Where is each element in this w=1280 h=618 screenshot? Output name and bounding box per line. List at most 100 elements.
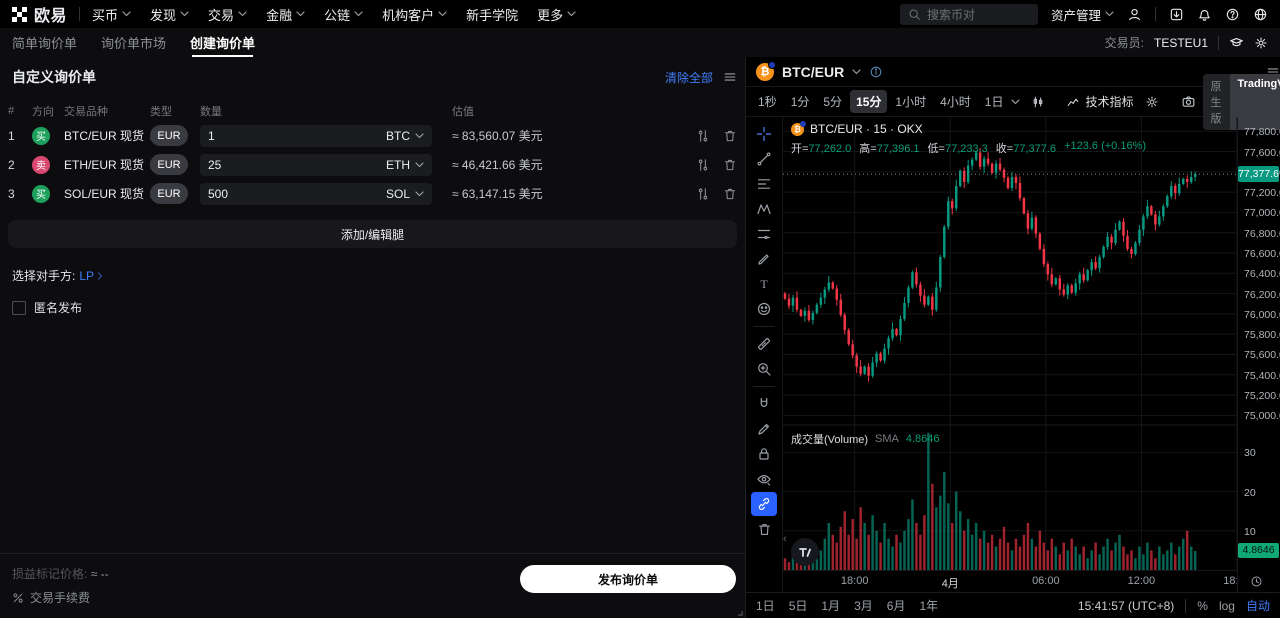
zoom-in-icon[interactable] bbox=[751, 357, 777, 381]
pair-selector[interactable]: BTC/EUR 现货 bbox=[64, 127, 154, 144]
counterparty-link[interactable]: LP bbox=[79, 269, 105, 283]
xabcd-pattern-icon[interactable] bbox=[751, 197, 777, 221]
quantity-input[interactable]: 25 ETH bbox=[200, 153, 432, 176]
range-tab-5日[interactable]: 5日 bbox=[788, 599, 808, 613]
timeframe-1小时[interactable]: 1小时 bbox=[895, 95, 927, 109]
menu-item-4[interactable]: 公链 bbox=[324, 5, 363, 24]
range-tab-3月[interactable]: 3月 bbox=[854, 599, 873, 613]
percent-scale-button[interactable]: % bbox=[1197, 598, 1208, 613]
mode-native[interactable]: 原生版 bbox=[1210, 80, 1222, 125]
okx-logo[interactable]: 欧易 bbox=[12, 2, 67, 26]
text-icon[interactable]: T bbox=[751, 272, 777, 296]
quantity-input[interactable]: 500 SOL bbox=[200, 182, 432, 205]
price-tick: 76,400.0 bbox=[1244, 268, 1280, 281]
fib-lines-icon[interactable] bbox=[751, 172, 777, 196]
gear-icon[interactable] bbox=[1254, 36, 1268, 50]
trading-fee-link[interactable]: 交易手续费 bbox=[12, 589, 109, 606]
brush-icon[interactable] bbox=[751, 247, 777, 271]
timeframe-4小时[interactable]: 4小时 bbox=[940, 95, 971, 109]
emoji-icon[interactable] bbox=[751, 297, 777, 321]
search-box[interactable]: 搜索币对 bbox=[899, 3, 1038, 25]
chevron-down-icon[interactable] bbox=[852, 68, 861, 75]
user-icon[interactable] bbox=[1127, 7, 1142, 22]
assets-menu[interactable]: 资产管理 bbox=[1051, 5, 1114, 24]
crosshair-icon[interactable] bbox=[751, 122, 777, 146]
help-icon[interactable] bbox=[1225, 7, 1240, 22]
magnet-icon[interactable] bbox=[751, 392, 777, 416]
camera-icon[interactable] bbox=[1176, 94, 1201, 109]
tab-2[interactable]: 创建询价单 bbox=[190, 28, 255, 57]
type-button[interactable]: EUR bbox=[150, 154, 188, 175]
quantity-currency-selector[interactable]: ETH bbox=[386, 158, 424, 172]
tab-0[interactable]: 简单询价单 bbox=[12, 36, 78, 51]
indicators-button[interactable]: 技术指标 bbox=[1062, 93, 1137, 110]
projection-icon[interactable] bbox=[751, 222, 777, 246]
menu-item-5[interactable]: 机构客户 bbox=[382, 5, 447, 24]
menu-item-0[interactable]: 买币 bbox=[92, 5, 131, 24]
chevron-down-icon bbox=[415, 190, 424, 197]
resize-corner-icon[interactable] bbox=[734, 607, 743, 616]
pair-selector[interactable]: ETH/EUR 现货 bbox=[64, 156, 154, 173]
link-icon[interactable] bbox=[751, 492, 777, 516]
swap-icon[interactable] bbox=[696, 129, 710, 143]
delete-leg-icon[interactable] bbox=[723, 129, 737, 143]
timeframe-1秒[interactable]: 1秒 bbox=[758, 95, 777, 109]
clock-icon[interactable] bbox=[1250, 575, 1263, 588]
chart-clock[interactable]: 15:41:57 (UTC+8) bbox=[1077, 598, 1175, 613]
quantity-currency-selector[interactable]: BTC bbox=[386, 129, 424, 143]
remove-drawings-icon[interactable] bbox=[751, 517, 777, 541]
scroll-left-icon[interactable]: ‹ bbox=[783, 533, 787, 545]
timeframe-15分[interactable]: 15分 bbox=[850, 90, 888, 113]
pair-selector[interactable]: SOL/EUR 现货 bbox=[64, 185, 154, 202]
delete-leg-icon[interactable] bbox=[723, 187, 737, 201]
bell-icon[interactable] bbox=[1197, 7, 1212, 22]
chevron-down-icon[interactable] bbox=[1011, 98, 1021, 105]
drawing-mode-icon[interactable] bbox=[751, 417, 777, 441]
menu-item-6[interactable]: 新手学院 bbox=[466, 7, 519, 23]
menu-item-1[interactable]: 发现 bbox=[150, 5, 189, 24]
instrument-name[interactable]: BTC/EUR bbox=[782, 63, 845, 80]
panel-menu-icon[interactable] bbox=[723, 70, 737, 84]
log-scale-button[interactable]: log bbox=[1218, 598, 1235, 613]
graduation-cap-icon[interactable] bbox=[1229, 35, 1244, 50]
menu-item-2[interactable]: 交易 bbox=[208, 5, 247, 24]
price-chart[interactable]: ₿ BTC/EUR · 15 · OKX 开=77,262.0 高=77,396.… bbox=[783, 117, 1237, 570]
trendline-icon[interactable] bbox=[751, 147, 777, 171]
quantity-input[interactable]: 1 BTC bbox=[200, 124, 432, 147]
clear-all-link[interactable]: 清除全部 bbox=[664, 70, 713, 85]
hide-all-icon[interactable] bbox=[751, 467, 777, 491]
tab-1[interactable]: 询价单市场 bbox=[101, 36, 167, 51]
add-edit-legs-button[interactable]: 添加/编辑腿 bbox=[8, 220, 737, 248]
delete-leg-icon[interactable] bbox=[723, 158, 737, 172]
type-button[interactable]: EUR bbox=[150, 125, 188, 146]
indicator-settings-icon[interactable] bbox=[1140, 95, 1164, 109]
anonymous-checkbox[interactable] bbox=[12, 300, 26, 315]
quantity-currency-selector[interactable]: SOL bbox=[386, 187, 424, 201]
range-tab-1月[interactable]: 1月 bbox=[821, 599, 841, 613]
chart-style-icon[interactable] bbox=[1026, 95, 1050, 109]
type-button[interactable]: EUR bbox=[150, 183, 188, 204]
range-tab-6月[interactable]: 6月 bbox=[886, 599, 906, 613]
menu-item-7[interactable]: 更多 bbox=[537, 5, 576, 24]
range-tab-1年[interactable]: 1年 bbox=[919, 599, 939, 613]
swap-icon[interactable] bbox=[696, 187, 710, 201]
range-tab-1日[interactable]: 1日 bbox=[756, 599, 775, 613]
price-axis[interactable]: 77,800.077,600.077,400.077,200.077,000.0… bbox=[1237, 117, 1280, 592]
auto-scale-button[interactable]: 自动 bbox=[1245, 599, 1270, 613]
swap-icon[interactable] bbox=[696, 158, 710, 172]
time-axis[interactable]: 18:00 4月 06:00 12:00 18:00 bbox=[783, 570, 1237, 592]
timeframe-1日[interactable]: 1日 bbox=[984, 95, 1004, 109]
globe-icon[interactable] bbox=[1253, 7, 1268, 22]
info-icon[interactable] bbox=[869, 65, 883, 79]
lock-all-icon[interactable] bbox=[751, 442, 777, 466]
download-icon[interactable] bbox=[1169, 7, 1184, 22]
timeframe-1分[interactable]: 1分 bbox=[790, 95, 810, 109]
timeframe-5分[interactable]: 5分 bbox=[823, 95, 843, 109]
menu-item-3[interactable]: 金融 bbox=[266, 5, 305, 24]
submit-rfq-button[interactable]: 发布询价单 bbox=[520, 565, 736, 593]
chart-canvas[interactable] bbox=[783, 117, 1237, 570]
chart-legend: ₿ BTC/EUR · 15 · OKX bbox=[791, 120, 923, 136]
ruler-icon[interactable] bbox=[751, 332, 777, 356]
tradingview-logo[interactable] bbox=[791, 538, 819, 566]
